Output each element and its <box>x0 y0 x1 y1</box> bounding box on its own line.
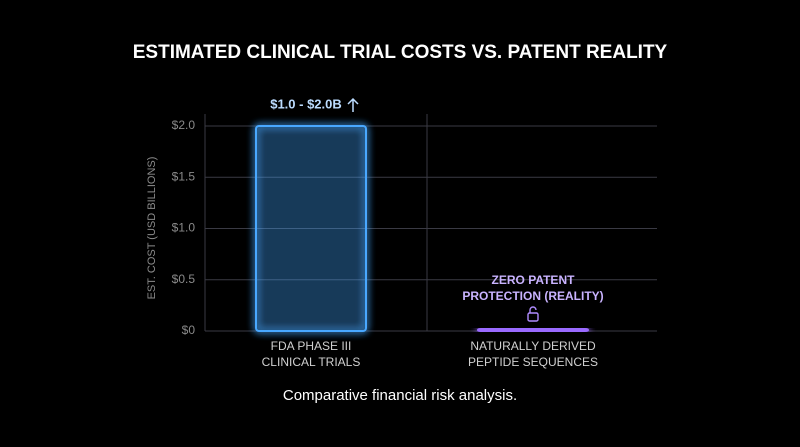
x-tick-label: NATURALLY DERIVED <box>470 339 596 353</box>
x-tick-label: FDA PHASE III <box>271 339 352 353</box>
y-tick-label: $1.0 <box>172 221 196 235</box>
chart-title: ESTIMATED CLINICAL TRIAL COSTS VS. PATEN… <box>133 42 668 63</box>
y-axis-label: EST. COST (USD BILLIONS) <box>146 157 158 300</box>
bar <box>477 327 589 333</box>
y-tick-label: $0 <box>182 323 196 337</box>
annotation: $1.0 - $2.0B <box>270 96 342 111</box>
y-tick-label: $2.0 <box>172 118 196 132</box>
x-tick-label: CLINICAL TRIALS <box>262 355 361 369</box>
x-tick-label: PEPTIDE SEQUENCES <box>468 355 598 369</box>
lock-shackle <box>529 306 537 313</box>
bar <box>255 125 367 332</box>
arrow-icon <box>347 97 359 112</box>
y-tick-label: $0.5 <box>172 272 196 286</box>
caption: Comparative financial risk analysis. <box>283 387 517 404</box>
annotation: ZERO PATENT <box>492 273 576 287</box>
y-tick-label: $1.5 <box>172 169 196 183</box>
annotation: PROTECTION (REALITY) <box>462 289 603 303</box>
lock-body <box>527 312 539 322</box>
